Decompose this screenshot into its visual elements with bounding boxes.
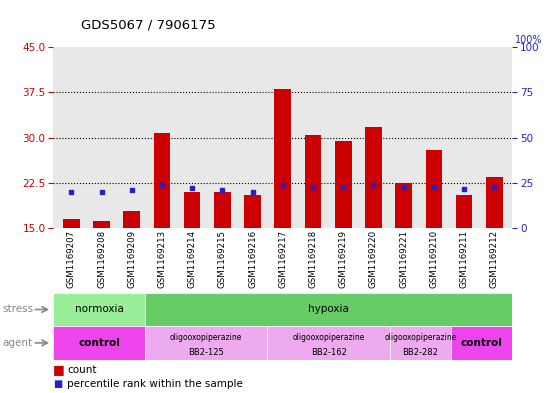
- Text: GSM1169212: GSM1169212: [490, 230, 499, 288]
- Bar: [451, 326, 512, 360]
- Bar: [53, 326, 145, 360]
- Text: 100%: 100%: [515, 35, 543, 45]
- Bar: [395, 183, 412, 228]
- Text: GSM1169219: GSM1169219: [339, 230, 348, 288]
- Text: ■: ■: [53, 378, 63, 389]
- Bar: [53, 293, 145, 326]
- Bar: [145, 293, 512, 326]
- Text: GDS5067 / 7906175: GDS5067 / 7906175: [81, 18, 216, 31]
- Text: GSM1169220: GSM1169220: [369, 230, 378, 288]
- Bar: [305, 134, 321, 228]
- Bar: [335, 141, 352, 228]
- Text: GSM1169208: GSM1169208: [97, 230, 106, 288]
- Text: control: control: [461, 338, 503, 348]
- Text: agent: agent: [3, 338, 33, 348]
- Text: GSM1169211: GSM1169211: [460, 230, 469, 288]
- Bar: [123, 211, 140, 228]
- Bar: [390, 326, 451, 360]
- Text: count: count: [67, 365, 97, 375]
- Bar: [214, 192, 231, 228]
- Text: GSM1169207: GSM1169207: [67, 230, 76, 288]
- Bar: [268, 326, 390, 360]
- Text: oligooxopiperazine: oligooxopiperazine: [170, 333, 242, 342]
- Text: GSM1169221: GSM1169221: [399, 230, 408, 288]
- Bar: [93, 221, 110, 228]
- Bar: [184, 192, 200, 228]
- Text: GSM1169213: GSM1169213: [157, 230, 166, 288]
- Text: normoxia: normoxia: [74, 305, 124, 314]
- Text: oligooxopiperazine: oligooxopiperazine: [384, 333, 457, 342]
- Text: GSM1169216: GSM1169216: [248, 230, 257, 288]
- Bar: [486, 177, 502, 228]
- Text: oligooxopiperazine: oligooxopiperazine: [292, 333, 365, 342]
- Text: percentile rank within the sample: percentile rank within the sample: [67, 378, 243, 389]
- Text: BB2-282: BB2-282: [403, 348, 438, 357]
- Text: GSM1169218: GSM1169218: [309, 230, 318, 288]
- Text: BB2-125: BB2-125: [188, 348, 224, 357]
- Text: ■: ■: [53, 363, 65, 376]
- Bar: [145, 326, 268, 360]
- Bar: [274, 89, 291, 228]
- Text: GSM1169210: GSM1169210: [430, 230, 438, 288]
- Text: GSM1169214: GSM1169214: [188, 230, 197, 288]
- Bar: [153, 133, 170, 228]
- Bar: [456, 195, 473, 228]
- Bar: [63, 219, 80, 228]
- Text: BB2-162: BB2-162: [311, 348, 347, 357]
- Text: GSM1169215: GSM1169215: [218, 230, 227, 288]
- Text: GSM1169217: GSM1169217: [278, 230, 287, 288]
- Bar: [365, 127, 382, 228]
- Text: hypoxia: hypoxia: [309, 305, 349, 314]
- Text: GSM1169209: GSM1169209: [127, 230, 136, 288]
- Text: control: control: [78, 338, 120, 348]
- Text: stress: stress: [3, 305, 34, 314]
- Bar: [244, 195, 261, 228]
- Bar: [426, 150, 442, 228]
